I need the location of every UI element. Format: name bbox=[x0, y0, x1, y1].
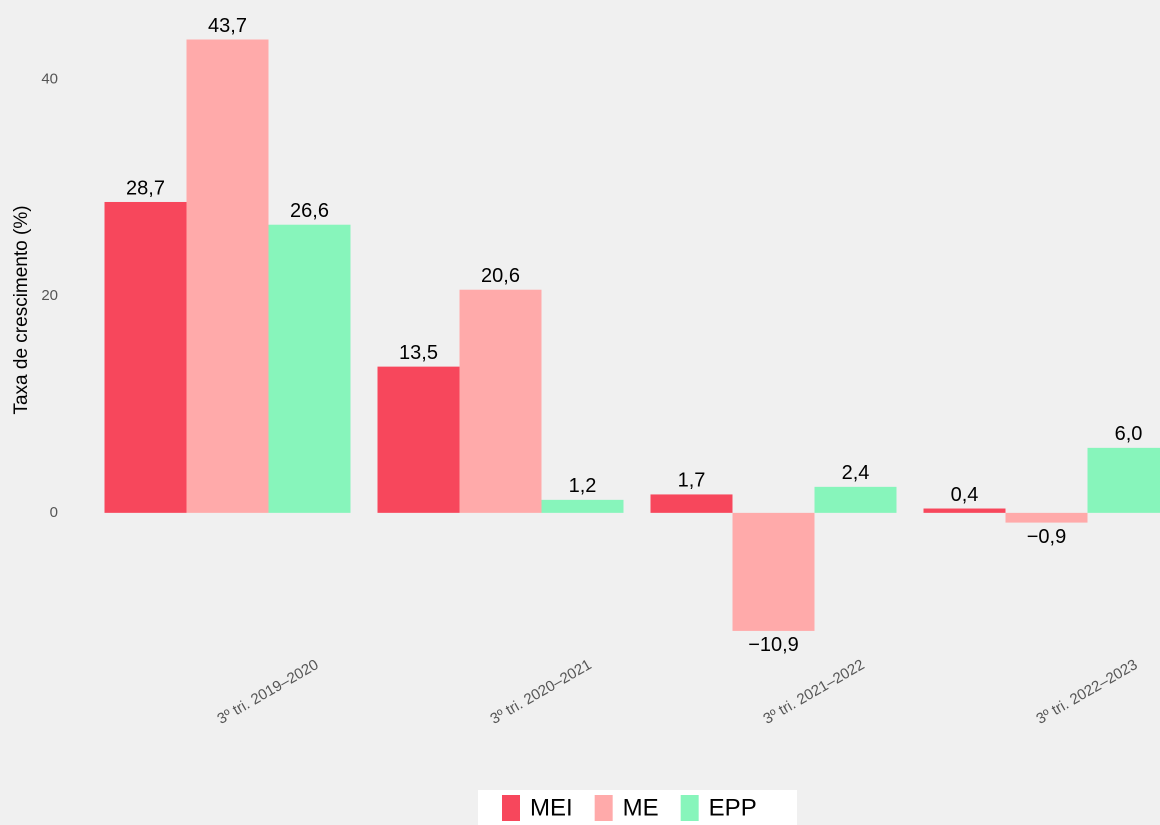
bar bbox=[1005, 512, 1088, 523]
bar bbox=[814, 486, 897, 513]
legend-swatch bbox=[594, 795, 613, 821]
value-label: 43,7 bbox=[208, 15, 247, 37]
y-tick-label: 0 bbox=[50, 504, 58, 521]
bar bbox=[650, 494, 733, 513]
bar bbox=[186, 39, 269, 513]
bar bbox=[1087, 447, 1160, 513]
bar bbox=[268, 224, 351, 513]
value-label: −10,9 bbox=[748, 634, 799, 656]
legend-swatch bbox=[502, 795, 520, 821]
value-label: 0,4 bbox=[951, 484, 979, 506]
value-label: 2,4 bbox=[842, 462, 870, 484]
legend-label: MEI bbox=[530, 794, 573, 821]
bar bbox=[541, 499, 624, 513]
value-label: −0,9 bbox=[1027, 526, 1066, 548]
y-axis-title: Taxa de crescimento (%) bbox=[11, 205, 32, 414]
value-label: 1,7 bbox=[678, 470, 706, 492]
value-label: 26,6 bbox=[290, 200, 329, 222]
value-label: 13,5 bbox=[399, 342, 438, 364]
bar bbox=[104, 201, 187, 513]
legend-label: EPP bbox=[709, 794, 757, 821]
value-label: 6,0 bbox=[1115, 423, 1143, 445]
bar bbox=[923, 508, 1006, 513]
value-label: 28,7 bbox=[126, 177, 165, 199]
legend-box bbox=[478, 790, 797, 825]
legend-label: ME bbox=[623, 794, 659, 821]
bar bbox=[732, 512, 815, 631]
legend-swatch bbox=[680, 795, 699, 821]
value-label: 1,2 bbox=[569, 475, 597, 497]
bar bbox=[459, 289, 542, 513]
bar bbox=[377, 366, 460, 513]
y-tick-label: 40 bbox=[41, 71, 58, 88]
y-tick-label: 20 bbox=[41, 287, 58, 304]
value-label: 20,6 bbox=[481, 265, 520, 287]
